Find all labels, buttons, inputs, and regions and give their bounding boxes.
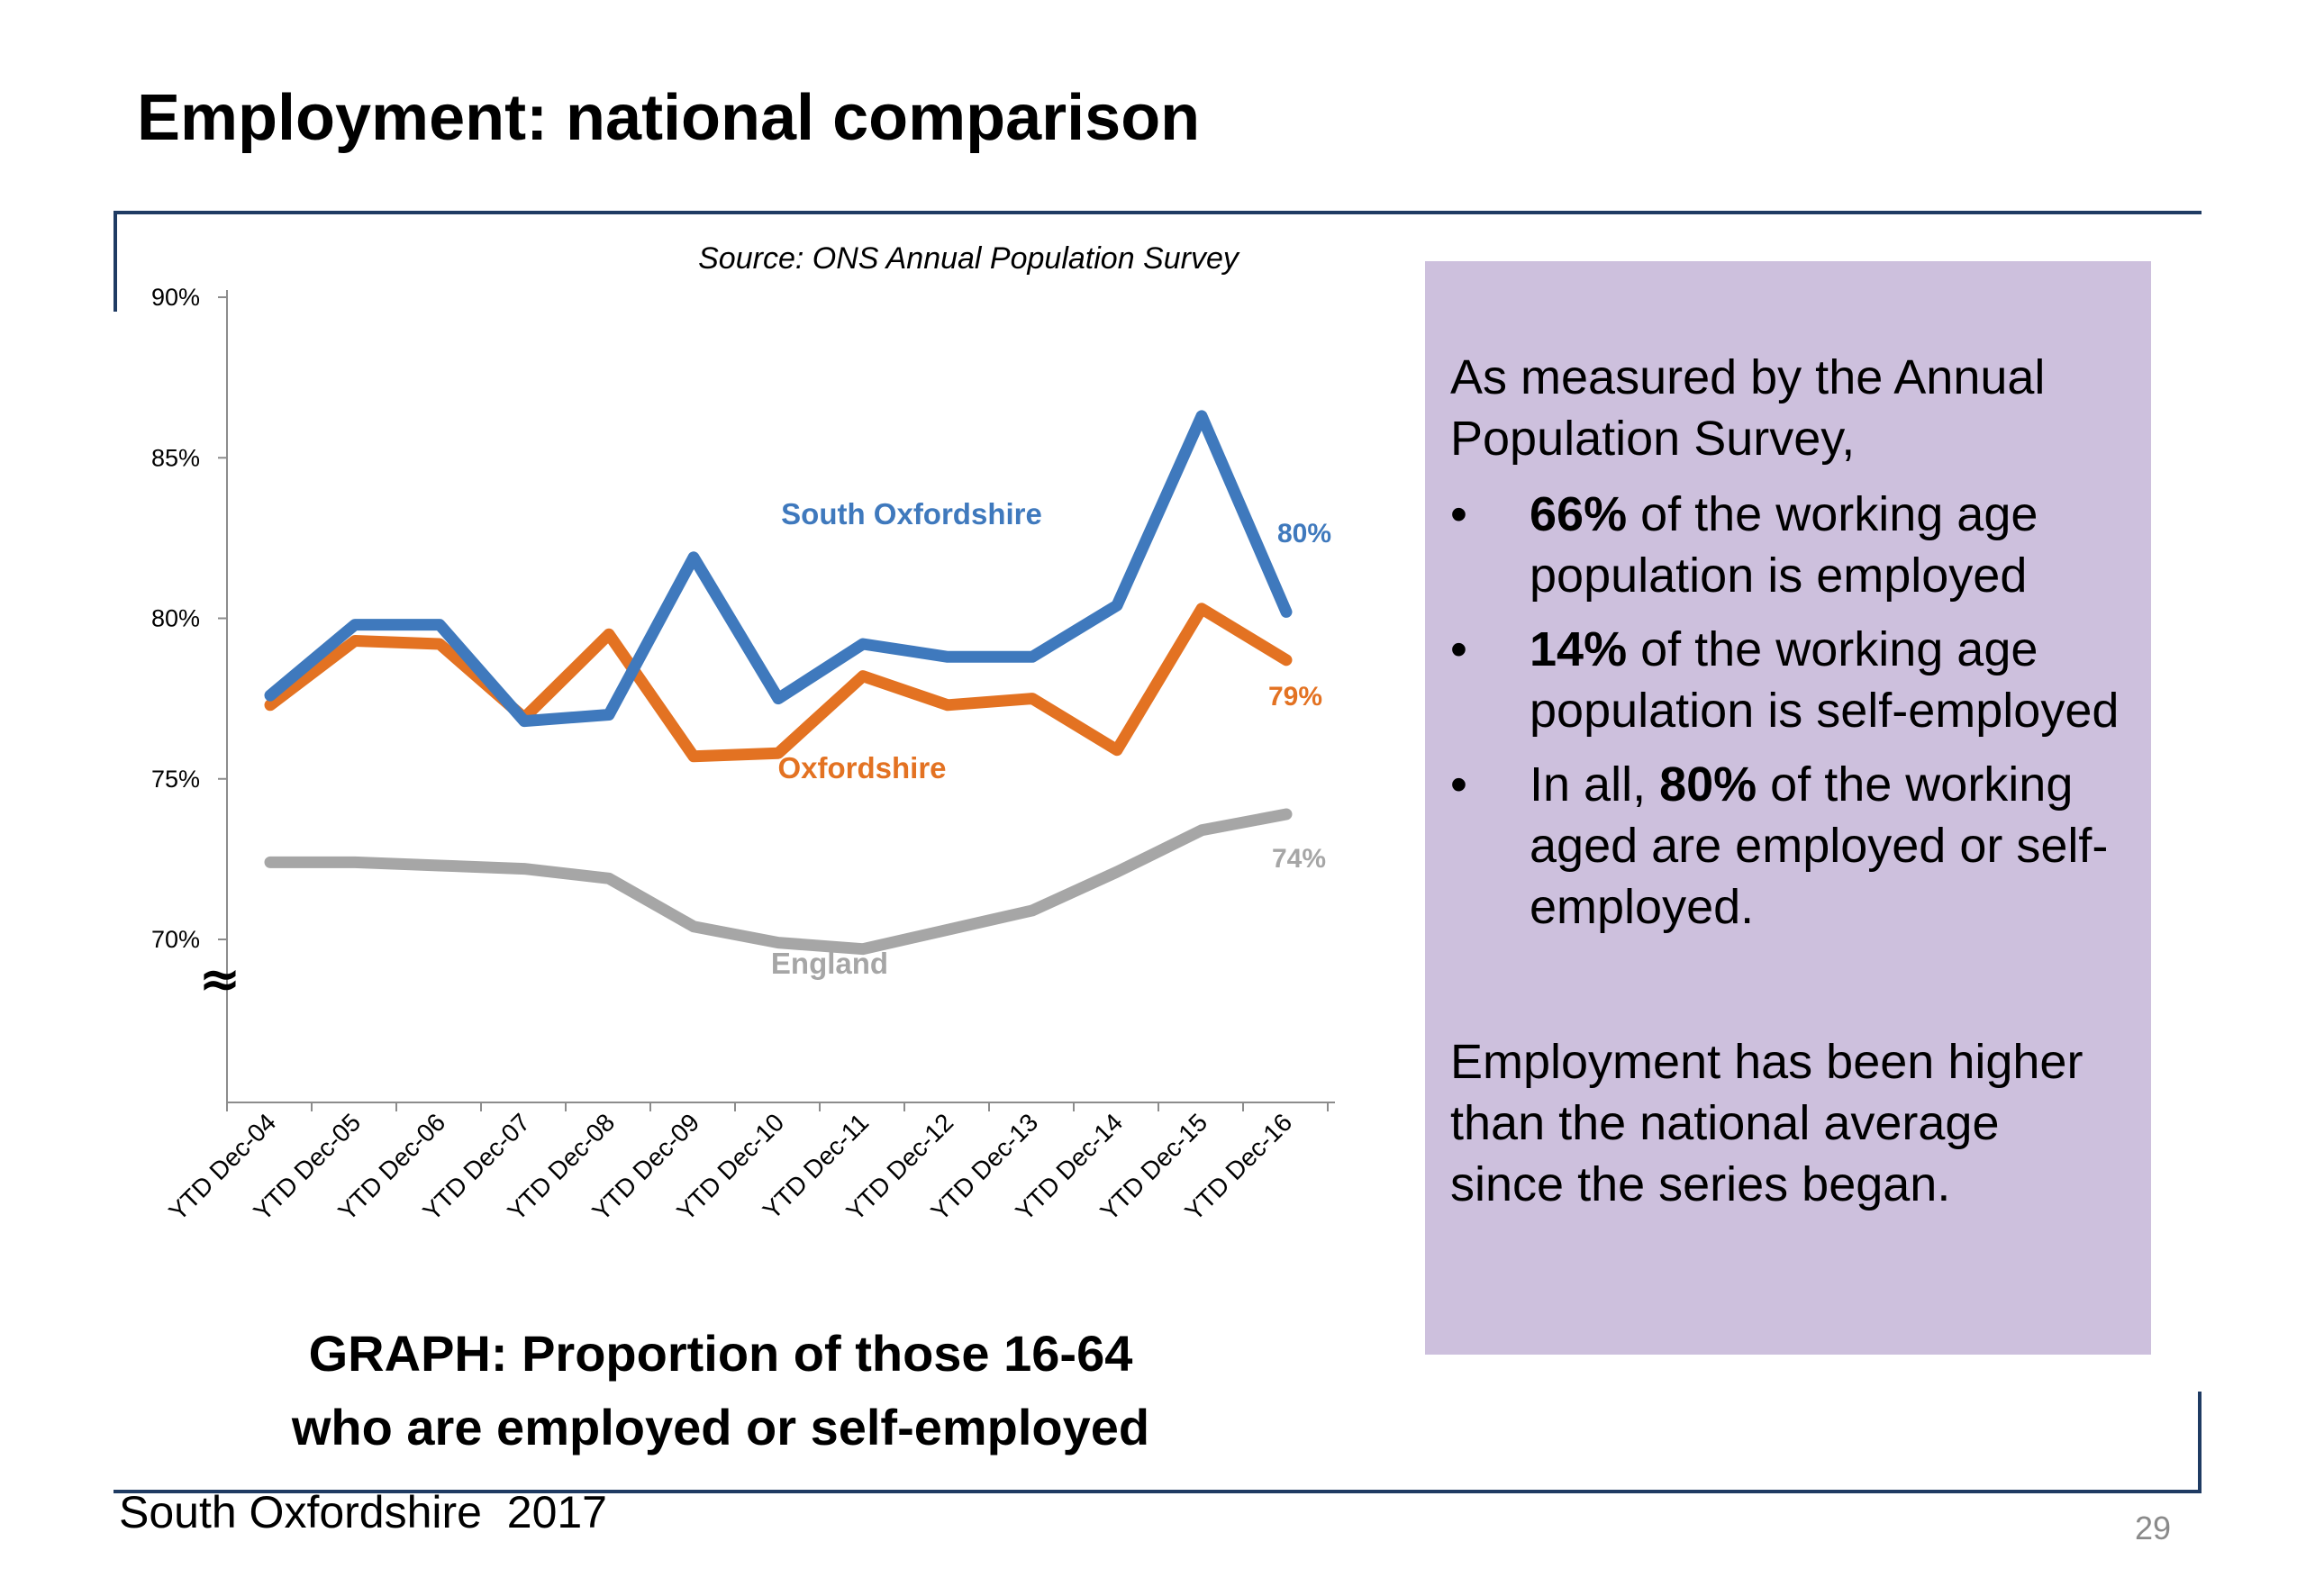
footer-text: South Oxfordshire 2017 (119, 1487, 607, 1537)
y-tick-label: 90% (151, 284, 200, 311)
series-name-label: England (771, 947, 888, 980)
axis-break-symbol: ≈ (199, 950, 241, 1009)
bottom-rule (113, 1490, 2202, 1493)
bullet-highlight: 66% (1530, 487, 1628, 541)
series-end-value-label: 79% (1268, 682, 1322, 712)
bullet-text: of the working age population is employe… (1530, 487, 2038, 603)
bullet-glyph: • (1450, 622, 1467, 676)
series-labels: South Oxfordshire 80% Oxfordshire 79% Englan… (771, 497, 1331, 980)
y-axis: 90% 85% 80% 75% 70%≈ (151, 284, 241, 1102)
graph-caption-line2: who are employed or self-employed (291, 1399, 1150, 1455)
series-name-label: South Oxfordshire (781, 497, 1042, 530)
top-rule (113, 211, 2202, 214)
bullet-prefix: In all, (1530, 757, 1660, 812)
y-tick-label: 85% (151, 444, 200, 471)
y-tick-label: 70% (151, 926, 200, 953)
bullet-highlight: 80% (1659, 757, 1757, 812)
series-end-value-label: 74% (1272, 844, 1326, 874)
summary-panel: As measured by the Annual Population Sur… (1425, 261, 2151, 1355)
bullet-text: of the working age population is self-em… (1530, 622, 2120, 738)
bullet-highlight: 14% (1530, 622, 1628, 676)
summary-bullet: • 66% of the working age population is e… (1450, 484, 2124, 606)
left-rule (113, 211, 117, 312)
slide-title: Employment: national comparison (137, 82, 1201, 154)
summary-closing: Employment has been higher than the nati… (1450, 1035, 2084, 1211)
chart-source-note: Source: ONS Annual Population Survey (698, 241, 1239, 276)
summary-bullet-list: • 66% of the working age population is e… (1450, 484, 2124, 938)
page-number: 29 (2135, 1510, 2172, 1546)
bullet-glyph: • (1450, 757, 1467, 812)
series-name-label: Oxfordshire (777, 751, 946, 784)
summary-bullet: • 14% of the working age population is s… (1450, 619, 2124, 741)
bullet-glyph: • (1450, 487, 1467, 541)
series-lines (264, 410, 1293, 956)
series-line-south-oxfordshire (264, 410, 1293, 728)
summary-bullet: • In all, 80% of the working aged are em… (1450, 754, 2124, 938)
graph-caption: GRAPH: Proportion of those 16-64 who are… (180, 1317, 1261, 1465)
y-tick-label: 75% (151, 766, 200, 793)
right-rule (2198, 1392, 2202, 1493)
summary-intro: As measured by the Annual Population Sur… (1450, 350, 2046, 466)
y-tick-label: 80% (151, 605, 200, 632)
graph-caption-line1: GRAPH: Proportion of those 16-64 (308, 1325, 1133, 1382)
series-line-england (264, 808, 1293, 956)
series-end-value-label: 80% (1277, 519, 1331, 549)
bullet-text: of the working aged are employed or self… (1530, 757, 2109, 934)
series-line-oxfordshire (264, 603, 1293, 763)
